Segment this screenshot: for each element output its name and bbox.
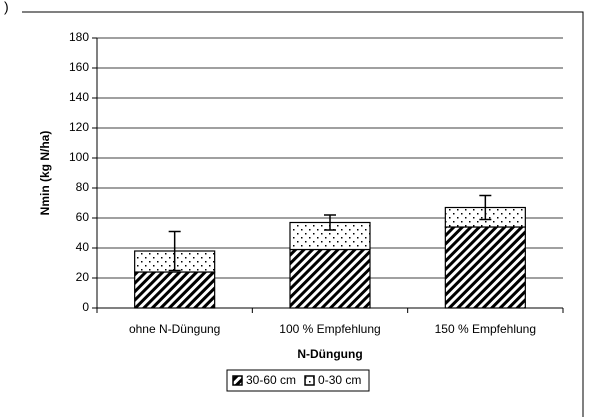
y-tick-label: 20 xyxy=(76,270,90,284)
x-tick-label: 150 % Empfehlung xyxy=(435,322,536,336)
legend-swatch xyxy=(304,375,315,386)
y-tick-label: 0 xyxy=(82,300,89,314)
x-axis-label: N-Düngung xyxy=(297,347,362,361)
x-tick-label: 100 % Empfehlung xyxy=(279,322,380,336)
legend-label: 0-30 cm xyxy=(318,373,361,387)
y-axis-label: Nmin (kg N/ha) xyxy=(38,131,52,216)
bar-segment xyxy=(444,226,526,309)
y-tick-label: 40 xyxy=(76,240,90,254)
y-tick-label: 60 xyxy=(76,210,90,224)
bar-segment xyxy=(289,248,371,309)
y-tick-label: 140 xyxy=(69,90,89,104)
x-tick-label: ohne N-Düngung xyxy=(129,322,220,336)
bar-segment xyxy=(134,271,216,309)
y-tick-label: 120 xyxy=(69,120,89,134)
panel-label: ) xyxy=(4,0,9,15)
y-tick-label: 100 xyxy=(69,150,89,164)
error-bar xyxy=(324,214,336,231)
error-bar xyxy=(168,230,181,272)
legend-box xyxy=(226,369,370,392)
y-tick-label: 80 xyxy=(76,180,90,194)
legend-label: 30-60 cm xyxy=(246,373,296,387)
error-bar xyxy=(479,194,492,221)
chart-frame xyxy=(22,11,584,417)
y-tick-label: 160 xyxy=(69,60,89,74)
y-tick-label: 180 xyxy=(69,30,89,44)
legend-swatch xyxy=(232,375,243,386)
